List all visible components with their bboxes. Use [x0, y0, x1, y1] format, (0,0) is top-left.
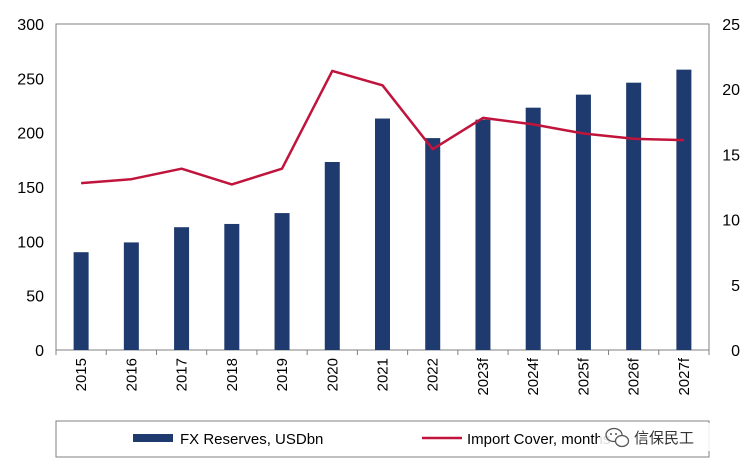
x-tick-label: 2018 [224, 358, 241, 391]
left-tick-label: 50 [26, 289, 44, 306]
left-tick-label: 100 [17, 234, 44, 251]
right-tick-label: 25 [722, 17, 740, 34]
bar-2016 [123, 242, 139, 350]
bar-series [73, 69, 692, 351]
legend-bar-swatch [133, 434, 173, 442]
bar-2019 [274, 213, 290, 350]
bar-2021 [375, 118, 390, 350]
bar-2027f [676, 69, 692, 350]
left-tick-label: 200 [17, 126, 44, 143]
legend-line-label: Import Cover, months [467, 431, 610, 448]
x-tick-label: 2015 [73, 358, 90, 391]
left-axis-ticks: 0 50 100 150 200 250 300 [17, 17, 44, 360]
wechat-icon [605, 427, 630, 448]
line-series [81, 69, 684, 186]
bar-2025f [575, 94, 591, 350]
bar-2023f [475, 119, 491, 350]
legend-item-line: Import Cover, months [422, 431, 610, 448]
right-tick-label: 5 [731, 278, 740, 295]
watermark: 信保民工 [600, 423, 720, 451]
bar-2022 [425, 138, 441, 350]
x-axis-ticks: 2015 2016 2017 2018 2019 2020 2021 2022 2023f 202… [55, 350, 710, 396]
left-tick-label: 0 [35, 343, 44, 360]
x-tick-label: 2016 [123, 358, 140, 391]
x-tick-label: 2021 [375, 358, 392, 391]
x-tick-label: 2022 [425, 358, 442, 391]
bar-2024f [525, 107, 541, 350]
right-tick-label: 20 [722, 82, 740, 99]
bar-2017 [174, 227, 190, 350]
watermark-text: 信保民工 [634, 429, 694, 447]
x-tick-label: 2019 [274, 358, 291, 391]
bar-2026f [626, 82, 642, 351]
right-tick-label: 0 [731, 343, 740, 360]
legend-item-bars: FX Reserves, USDbn [133, 431, 323, 448]
bar-2018 [224, 223, 240, 350]
legend-bar-label: FX Reserves, USDbn [180, 431, 323, 448]
left-tick-label: 150 [17, 180, 44, 197]
x-tick-label: 2020 [324, 358, 341, 391]
x-tick-label: 2017 [174, 358, 191, 391]
x-tick-label: 2027f [676, 357, 693, 395]
x-tick-label: 2026f [626, 357, 643, 395]
right-tick-label: 10 [722, 213, 740, 230]
x-tick-label: 2023f [475, 357, 492, 395]
import-cover-line [81, 69, 684, 186]
left-tick-label: 250 [17, 71, 44, 88]
x-tick-label: 2024f [525, 357, 542, 395]
left-tick-label: 300 [17, 17, 44, 34]
right-tick-label: 15 [722, 147, 740, 164]
x-tick-label: 2025f [575, 357, 592, 395]
bar-2020 [324, 162, 340, 350]
right-axis-ticks: 0 5 10 15 20 25 [722, 17, 740, 360]
bar-2015 [73, 252, 89, 350]
